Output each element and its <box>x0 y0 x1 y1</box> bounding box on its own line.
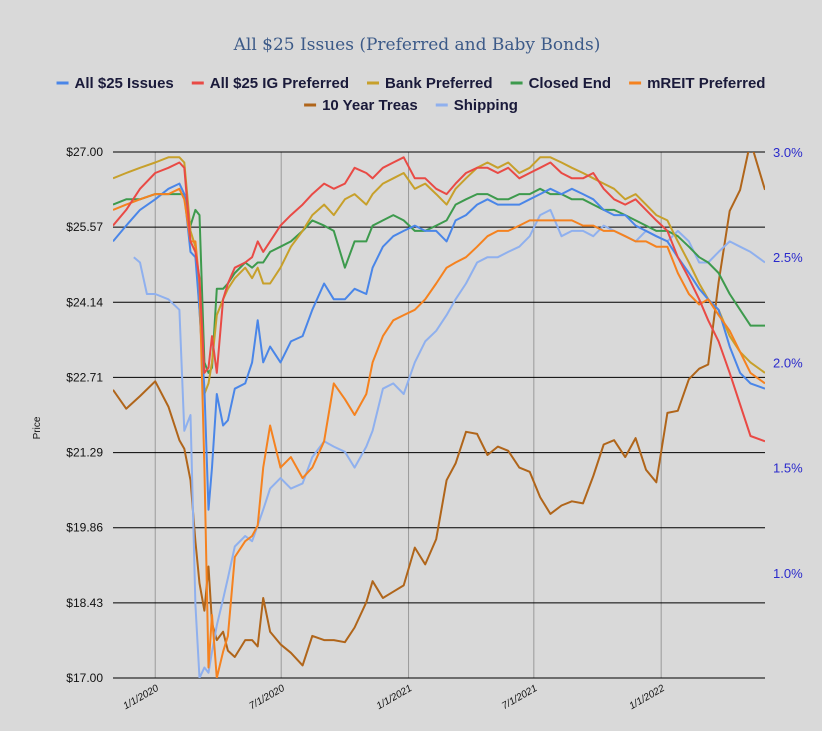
y-left-tick-label: $25.57 <box>66 220 103 234</box>
series-line-all-25-issues <box>113 182 765 511</box>
x-tick-label: 7/1/2020 <box>247 683 287 712</box>
series-line-mreit-preferred <box>113 187 765 678</box>
y-axis-label: Price <box>32 416 43 439</box>
series-line-bank-preferred <box>113 156 765 395</box>
y-left-tick-label: $19.86 <box>66 521 103 535</box>
x-tick-label: 1/1/2021 <box>375 683 414 712</box>
y-right-tick-label: 1.5% <box>773 461 803 476</box>
legend-label: mREIT Preferred <box>647 75 765 92</box>
legend-item: mREIT Preferred <box>629 75 765 92</box>
y-right-tick-label: 2.0% <box>773 355 803 370</box>
series-group <box>113 152 765 678</box>
legend-item: All $25 IG Preferred <box>191 75 349 92</box>
legend-item: All $25 Issues <box>56 75 174 92</box>
chart-title: All $25 Issues (Preferred and Baby Bonds… <box>233 35 601 55</box>
legend: All $25 Issues All $25 IG Preferred Bank P… <box>56 75 765 114</box>
x-tick-label: 7/1/2021 <box>500 683 539 712</box>
y-right-tick-label: 1.0% <box>773 566 803 581</box>
y-left-tick-label: $22.71 <box>66 370 103 384</box>
legend-label: Bank Preferred <box>385 75 493 92</box>
y-right-tick-label: 2.5% <box>773 250 803 265</box>
series-line-shipping <box>133 208 765 678</box>
y-left-tick-label: $18.43 <box>66 596 103 610</box>
y-left-tick-label: $27.00 <box>66 145 103 159</box>
series-line-all-25-ig-preferred <box>113 156 765 443</box>
legend-label: 10 Year Treas <box>322 97 418 114</box>
legend-label: Shipping <box>454 97 518 114</box>
y-right-tick-label: 3.0% <box>773 145 803 160</box>
x-tick-label: 1/1/2020 <box>121 683 161 712</box>
legend-label: Closed End <box>529 75 612 92</box>
legend-item: Shipping <box>435 97 518 114</box>
y-left-tick-label: $17.00 <box>66 671 103 685</box>
legend-label: All $25 Issues <box>75 75 174 92</box>
legend-item: 10 Year Treas <box>304 97 418 114</box>
legend-item: Bank Preferred <box>367 75 493 92</box>
series-line-10-year-treas <box>113 152 765 667</box>
x-tick-label: 1/1/2022 <box>627 683 667 712</box>
y-left-tick-label: $24.14 <box>66 295 103 309</box>
legend-item: Closed End <box>510 75 612 92</box>
y-left-tick-label: $21.29 <box>66 446 103 460</box>
legend-label: All $25 IG Preferred <box>210 75 349 92</box>
